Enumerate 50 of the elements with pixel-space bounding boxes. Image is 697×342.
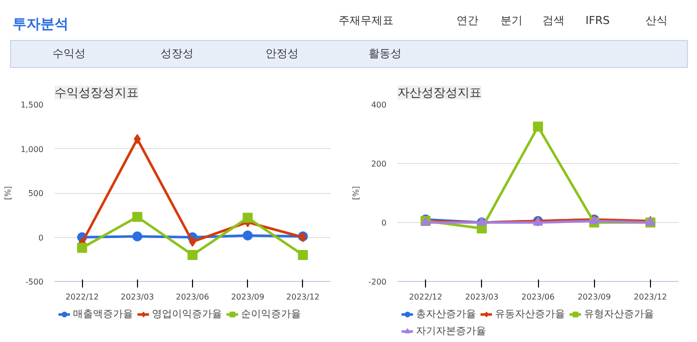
x-tick-label: 2023/06 [176, 292, 210, 302]
chart-title: 자산성장성지표 [398, 86, 482, 100]
x-tick-label: 2023/06 [521, 292, 555, 302]
y-tick-label: 0 [381, 218, 387, 228]
x-tick-label: 2023/03 [120, 292, 154, 302]
point [242, 230, 253, 240]
legend-label: 순이익증가율 [241, 308, 301, 321]
y-tick-label: 200 [371, 160, 387, 168]
y-tick-label: -500 [25, 278, 44, 286]
chart-title: 수익성장성지표 [54, 86, 138, 100]
y-tick-label: 0 [38, 233, 44, 242]
point [132, 212, 142, 222]
legend-label: 유동자산증가율 [495, 308, 565, 321]
y-tick-label: 500 [28, 189, 44, 198]
legend-label: 자기자본증가율 [416, 325, 486, 338]
y-tick-label: -200 [368, 278, 386, 286]
legend-label: 영업이익증가율 [152, 308, 222, 321]
text: 활동성 [368, 47, 402, 60]
text: 분기 [500, 14, 522, 27]
text: 연간 [456, 14, 478, 27]
legend-label: 유형자산증가율 [584, 308, 654, 321]
text: 주재무제표 [338, 14, 394, 27]
point [77, 242, 88, 253]
point [134, 134, 141, 144]
point [533, 122, 543, 132]
y-tick-label: 1,000 [20, 144, 44, 154]
y-axis-title: [%] [4, 186, 13, 200]
text: IFRS [586, 14, 610, 27]
text: 안정성 [266, 47, 298, 60]
x-tick-label: 2023/12 [286, 292, 320, 302]
text: 수익성 [52, 47, 86, 60]
x-tick-label: 2023/09 [231, 292, 264, 302]
x-tick-label: 2023/09 [578, 292, 611, 302]
x-tick-label: 2023/03 [465, 292, 498, 302]
text: 산식 [646, 14, 668, 27]
y-tick-label: 400 [371, 100, 387, 110]
text: 검색 [542, 14, 564, 27]
y-axis-title: [%] [351, 186, 360, 200]
point [132, 231, 142, 242]
x-tick-label: 2022/12 [65, 292, 99, 302]
text: 투자분석 [12, 16, 68, 32]
x-tick-label: 2022/12 [408, 292, 442, 302]
point [298, 250, 308, 260]
legend-label: 매출액증가율 [73, 308, 133, 321]
legend-label: 총자산증가율 [416, 308, 476, 321]
point [188, 250, 198, 260]
x-tick-label: 2023/12 [634, 292, 668, 302]
text: 성장성 [160, 47, 194, 60]
point [242, 212, 253, 223]
y-tick-label: 1,500 [20, 100, 44, 110]
